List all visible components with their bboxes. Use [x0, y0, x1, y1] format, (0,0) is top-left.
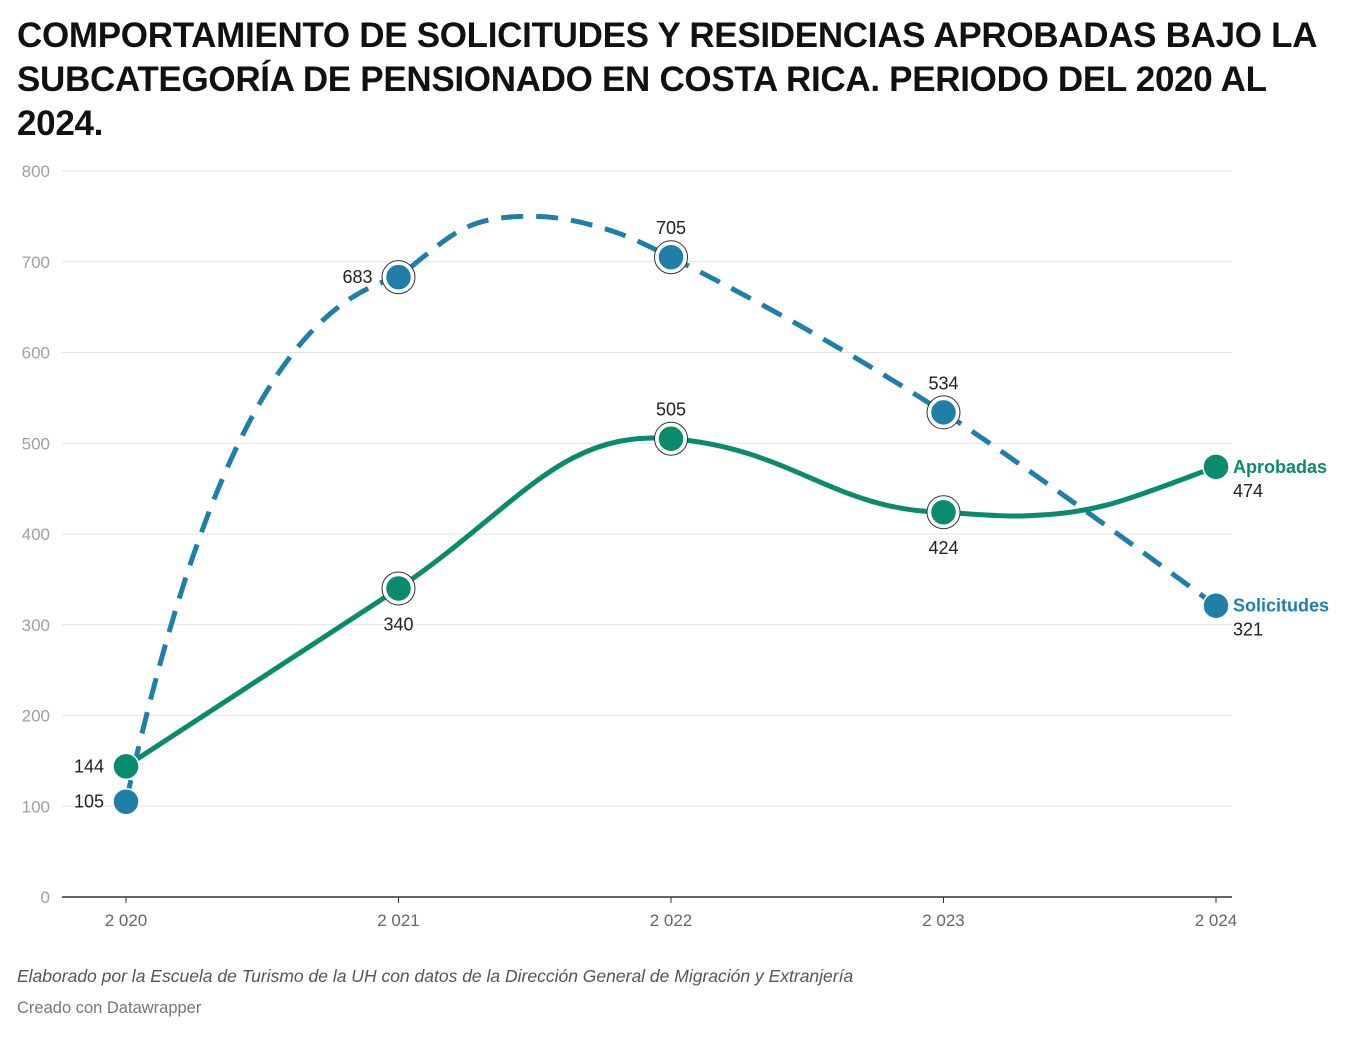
- data-label: 534: [928, 373, 958, 393]
- aprobadas-point: [1202, 453, 1230, 481]
- aprobadas-point: [384, 574, 413, 603]
- y-tick-label: 600: [22, 344, 50, 363]
- data-label: 105: [74, 792, 104, 812]
- series-label-solicitudes: Solicitudes: [1233, 596, 1329, 616]
- solicitudes-point: [384, 263, 413, 291]
- aprobadas-point: [112, 752, 140, 781]
- x-axis-ticks: 2 020 2 021 2 022 2 023 2 024: [105, 897, 1238, 930]
- aprobadas-point: [929, 498, 958, 526]
- chart-title: COMPORTAMIENTO DE SOLICITUDES Y RESIDENC…: [17, 16, 1316, 143]
- data-label: 474: [1233, 481, 1263, 501]
- data-label: 705: [656, 218, 686, 238]
- solicitudes-point: [929, 398, 958, 427]
- grid-lines: [62, 170, 1232, 807]
- data-label: 683: [342, 267, 372, 287]
- data-label: 505: [656, 400, 686, 420]
- x-tick-label: 2 024: [1195, 911, 1238, 930]
- y-tick-label: 500: [22, 434, 50, 453]
- x-tick-label: 2 020: [105, 911, 148, 930]
- y-tick-label: 800: [22, 162, 50, 181]
- data-label: 144: [74, 756, 104, 776]
- x-tick-label: 2 023: [922, 911, 965, 930]
- series-points: [112, 240, 1230, 816]
- data-label: 321: [1233, 620, 1263, 640]
- y-tick-label: 0: [41, 888, 50, 907]
- x-tick-label: 2 021: [377, 911, 420, 930]
- x-tick-label: 2 022: [650, 911, 693, 930]
- y-tick-label: 300: [22, 616, 50, 635]
- y-axis-ticks: 0 100 200 300 400 500 600 700 800: [22, 162, 50, 907]
- credit-line: Creado con Datawrapper: [17, 999, 202, 1017]
- aprobadas-line: [123, 435, 1219, 769]
- data-labels: 105 683 705 534 321 144 340 505 424 474 Aprobadas S…: [74, 218, 1329, 812]
- y-tick-label: 200: [22, 707, 50, 726]
- series-lines: [123, 213, 1219, 803]
- solicitudes-point: [657, 243, 685, 271]
- series-label-aprobadas: Aprobadas: [1233, 457, 1327, 477]
- solicitudes-point: [112, 787, 140, 816]
- solicitudes-line: [123, 213, 1218, 803]
- solicitudes-point: [1202, 591, 1230, 620]
- data-label: 340: [383, 614, 413, 634]
- aprobadas-point: [657, 424, 685, 453]
- y-tick-label: 100: [22, 797, 50, 816]
- y-tick-label: 700: [22, 253, 50, 272]
- source-note: Elaborado por la Escuela de Turismo de l…: [17, 966, 854, 986]
- y-tick-label: 400: [22, 525, 50, 544]
- data-label: 424: [928, 538, 958, 558]
